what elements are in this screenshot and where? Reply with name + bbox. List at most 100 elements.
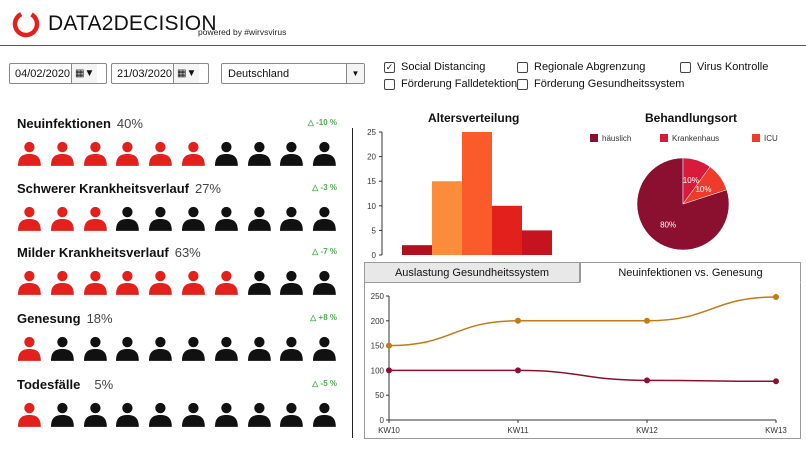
person-icon [181, 402, 205, 427]
checkbox-label: Förderung Gesundheitssystem [534, 78, 685, 90]
vertical-divider [352, 128, 353, 438]
tab-neuinfektionen-vs-genesung[interactable]: Neuinfektionen vs. Genesung [580, 262, 801, 283]
person-body [17, 349, 41, 361]
person-head [155, 141, 166, 153]
people-row [17, 206, 337, 232]
calendar-icon[interactable]: ▦▼ [173, 64, 200, 83]
x-tick-label: KW12 [636, 426, 658, 435]
person-head [24, 402, 35, 414]
person-icon [50, 270, 74, 295]
stat-delta-value: -7 % [320, 247, 337, 256]
stat-title: Milder Krankheitsverlauf [17, 245, 169, 260]
person-icon [247, 270, 271, 295]
person-icon [116, 141, 140, 166]
bar [462, 132, 492, 255]
behandlungsort-pie-chart: häuslich Krankenhaus ICU 80% 10%10% [590, 134, 778, 251]
person-head [319, 336, 330, 348]
person-body [149, 415, 172, 427]
person-icon [247, 402, 271, 427]
altersverteilung-bar-chart: 0 5 10 15 20 25 [367, 128, 552, 260]
bar [432, 181, 462, 255]
calendar-icon[interactable]: ▦▼ [71, 64, 98, 83]
y-tick-label: 10 [367, 202, 376, 211]
person-body [214, 415, 238, 427]
person-body [247, 219, 271, 231]
checkbox-icon[interactable] [517, 78, 528, 90]
checkbox-icon[interactable] [384, 78, 395, 90]
y-tick-label: 100 [371, 366, 385, 375]
series-point [644, 317, 650, 324]
checkbox-checked-icon[interactable]: ✓ [384, 61, 395, 73]
person-icon [181, 206, 205, 231]
person-icon [50, 336, 74, 361]
checkbox-virus-kontrolle[interactable]: Virus Kontrolle [680, 61, 768, 73]
person-icon [116, 402, 140, 427]
person-head [253, 402, 265, 414]
person-body [83, 219, 107, 231]
chevron-down-icon[interactable]: ▼ [346, 64, 364, 83]
pie-value-label: 10% [683, 176, 699, 185]
person-head [286, 206, 297, 218]
person-body [181, 283, 205, 295]
stat-delta: △ -3 % [312, 183, 337, 192]
people-row [17, 336, 337, 362]
person-body [83, 349, 107, 361]
person-body [247, 349, 271, 361]
tab-auslastung-gesundheitssystem[interactable]: Auslastung Gesundheitssystem [364, 262, 580, 283]
triangle-up-icon: △ [312, 247, 319, 256]
person-head [253, 141, 265, 153]
person-body [149, 154, 172, 166]
person-head [89, 270, 101, 282]
person-body [116, 349, 140, 361]
powered-by: powered by #wirvsvirus [198, 27, 287, 37]
person-icon [214, 402, 238, 427]
y-tick-label: 0 [380, 416, 385, 425]
person-head [24, 336, 35, 348]
person-icon [149, 206, 172, 231]
y-tick-label: 20 [367, 153, 376, 162]
person-head [221, 270, 232, 282]
date-from-picker[interactable]: 04/02/2020 ▦▼ [9, 63, 107, 84]
person-body [17, 219, 41, 231]
checkbox-icon[interactable] [680, 61, 691, 73]
person-icon [313, 336, 336, 361]
person-head [188, 402, 199, 414]
person-icon [50, 141, 74, 166]
checkbox-foerderung-falldetektion[interactable]: Förderung Falldetektion [384, 78, 517, 90]
person-head [122, 206, 133, 218]
person-icon [181, 141, 205, 166]
person-head [155, 336, 166, 348]
legend-label: ICU [764, 134, 778, 143]
checkbox-icon[interactable] [517, 61, 528, 73]
person-body [247, 283, 271, 295]
x-tick-label: KW13 [765, 426, 787, 435]
checkbox-foerderung-gesundheitssystem[interactable]: Förderung Gesundheitssystem [517, 78, 684, 90]
person-body [181, 219, 205, 231]
country-select[interactable]: Deutschland ▼ [221, 63, 365, 84]
person-head [319, 402, 330, 414]
series-point [773, 378, 779, 385]
stat-milder-krankheitsverlauf: Milder Krankheitsverlauf 63% △ -7 % [17, 244, 337, 296]
series-point [386, 367, 392, 374]
y-tick-label: 5 [372, 226, 377, 235]
date-to-picker[interactable]: 21/03/2020 ▦▼ [111, 63, 209, 84]
person-icon [83, 206, 107, 231]
person-icon [116, 336, 140, 361]
person-icon [116, 270, 140, 295]
person-body [50, 154, 74, 166]
people-row [17, 141, 337, 167]
person-body [280, 154, 304, 166]
pie-value-label: 10% [695, 185, 711, 194]
checkbox-social-distancing[interactable]: ✓ Social Distancing [384, 61, 485, 73]
stat-neuinfektionen: Neuinfektionen 40% △ -10 % [17, 115, 337, 167]
y-tick-label: 15 [367, 177, 376, 186]
person-body [149, 219, 172, 231]
person-body [83, 283, 107, 295]
stat-delta: △ +8 % [310, 313, 337, 322]
person-icon [247, 336, 271, 361]
checkbox-regionale-abgrenzung[interactable]: Regionale Abgrenzung [517, 61, 645, 73]
chart-title-behandlungsort: Behandlungsort [645, 111, 737, 125]
person-icon [181, 336, 205, 361]
series-line [389, 369, 777, 383]
person-icon [116, 206, 140, 231]
